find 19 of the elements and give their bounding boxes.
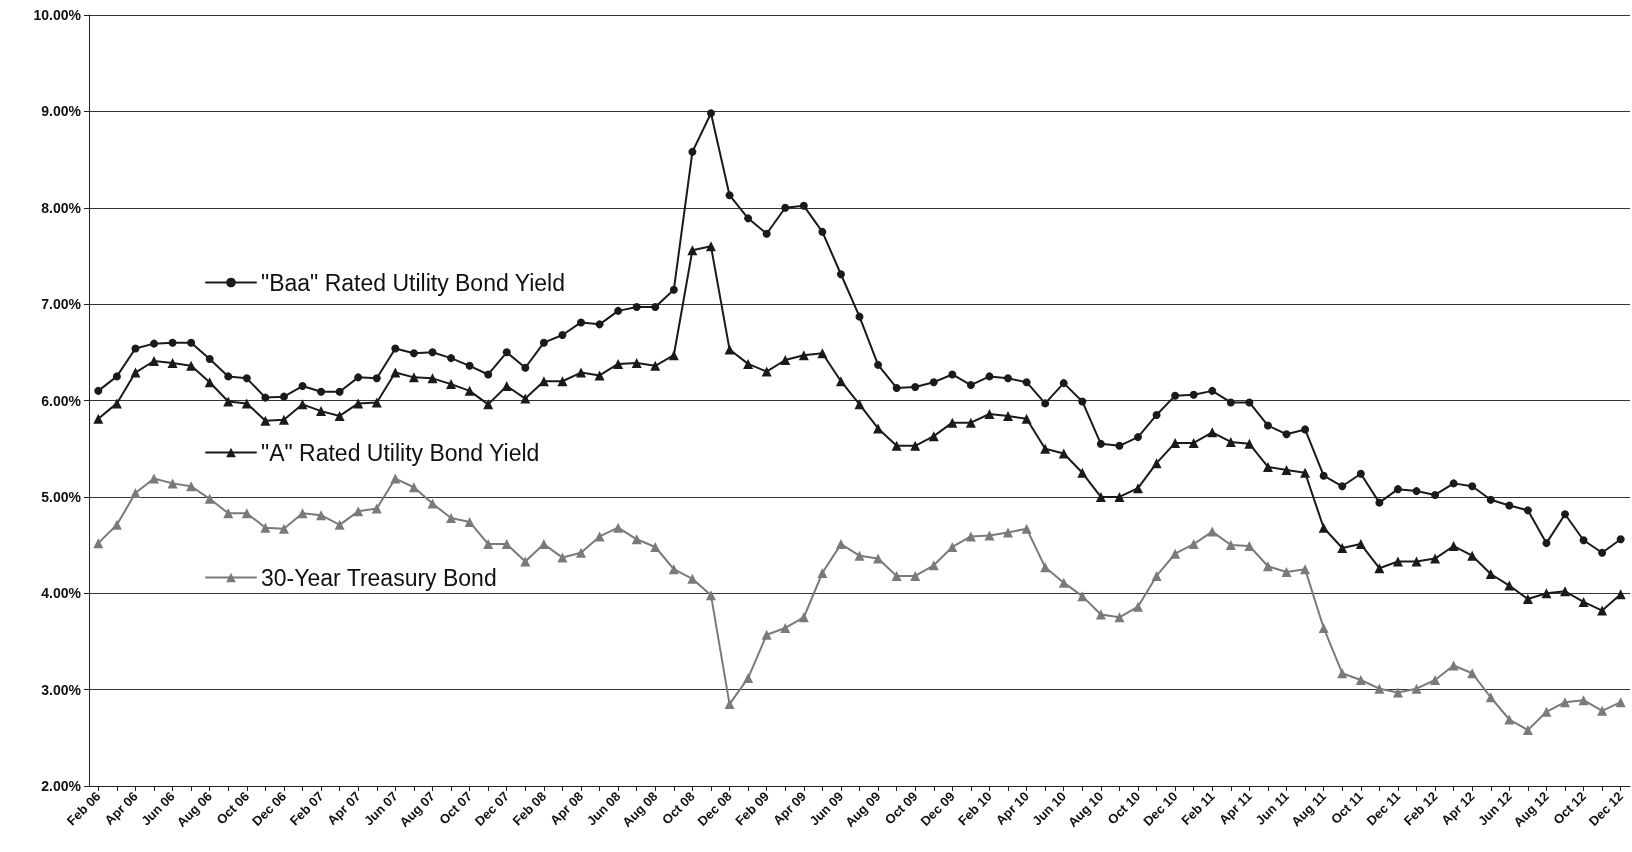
y-tick-label: 6.00%: [41, 392, 82, 409]
y-tick-label: 2.00%: [41, 778, 82, 794]
y-tick-label: 5.00%: [41, 488, 82, 505]
y-tick-label: 7.00%: [41, 296, 82, 313]
y-tick-label: 10.00%: [33, 7, 82, 23]
x-tick-label: Feb 10: [955, 788, 995, 829]
x-tick-label: Apr 10: [992, 788, 1032, 828]
y-tick-label: 3.00%: [41, 681, 82, 698]
legend-label: "Baa" Rated Utility Bond Yield: [261, 269, 565, 296]
y-tick-label: 9.00%: [41, 103, 82, 120]
x-tick-label: Feb 11: [1178, 788, 1218, 828]
x-tick-label: Apr 06: [101, 788, 141, 828]
legend-label: "A" Rated Utility Bond Yield: [261, 439, 540, 466]
x-tick-label: Oct 12: [1550, 788, 1589, 828]
y-tick-label: 4.00%: [41, 585, 82, 602]
x-tick-label: Apr 11: [1216, 788, 1255, 828]
y-tick-label: 8.00%: [41, 199, 82, 216]
legend-label: 30-Year Treasury Bond: [261, 564, 497, 591]
x-tick-label: Feb 09: [732, 788, 772, 829]
